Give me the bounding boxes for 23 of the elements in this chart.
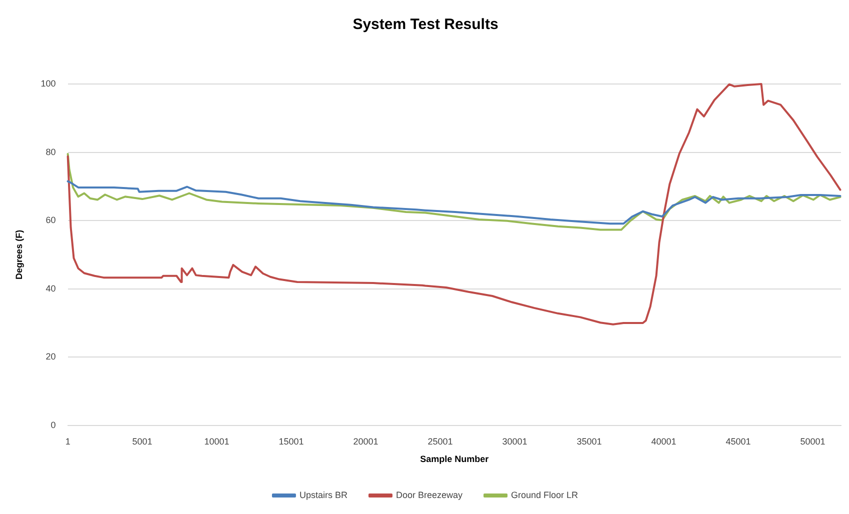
y-tick-label: 40 <box>46 283 56 294</box>
y-tick-label: 60 <box>46 215 56 226</box>
x-tick-label: 20001 <box>353 436 378 446</box>
x-tick-label: 50001 <box>800 436 826 446</box>
legend-label: Ground Floor LR <box>511 490 579 500</box>
legend-label: Door Breezeway <box>396 490 464 500</box>
y-tick-label: 80 <box>46 146 56 157</box>
y-tick-label: 20 <box>46 352 56 362</box>
chart-title: System Test Results <box>352 16 498 34</box>
x-tick-label: 45001 <box>726 436 751 446</box>
x-tick-label: 35001 <box>576 436 602 446</box>
x-axis-title: Sample Number <box>420 454 490 464</box>
x-tick-label: 25001 <box>428 436 453 446</box>
x-tick-label: 40001 <box>651 436 676 446</box>
y-tick-label: 0 <box>50 420 56 430</box>
x-tick-label: 10001 <box>204 436 230 446</box>
y-axis-title: Degrees (F) <box>14 230 24 280</box>
x-tick-label: 15001 <box>278 436 304 446</box>
y-tick-label: 100 <box>40 78 56 88</box>
x-tick-label: 1 <box>65 436 70 446</box>
x-tick-label: 30001 <box>502 436 528 446</box>
x-tick-label: 5001 <box>132 436 152 446</box>
legend-label: Upstairs BR <box>299 490 348 500</box>
